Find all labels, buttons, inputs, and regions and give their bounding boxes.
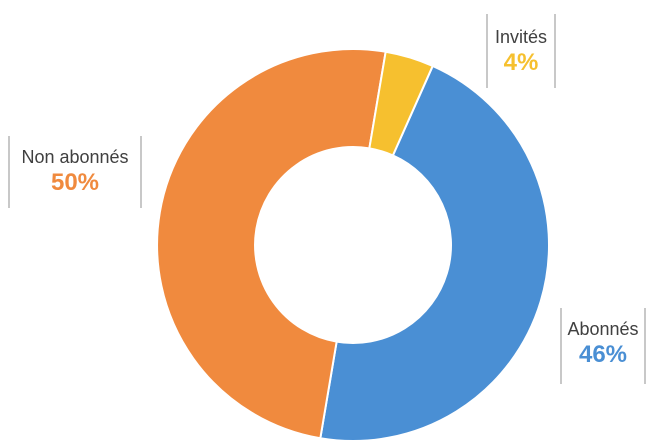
slice-label-non-abonnes: Non abonnés (21, 147, 129, 167)
slice-non-abonnes (156, 48, 387, 440)
slice-value-invites: 4% (503, 49, 539, 76)
slice-label-invites: Invités (494, 27, 548, 47)
slice-value-non-abonnes: 50% (50, 169, 100, 196)
slice-value-abonnes: 46% (578, 341, 628, 368)
slice-abonnes (319, 64, 550, 442)
callout-abonnes: Abonnés 46% (560, 308, 646, 384)
slices-group (156, 48, 550, 442)
slice-label-abonnes: Abonnés (567, 319, 639, 339)
callout-invites: Invités 4% (486, 14, 556, 88)
slice-invites (368, 50, 435, 157)
callout-non-abonnes: Non abonnés 50% (8, 136, 142, 208)
